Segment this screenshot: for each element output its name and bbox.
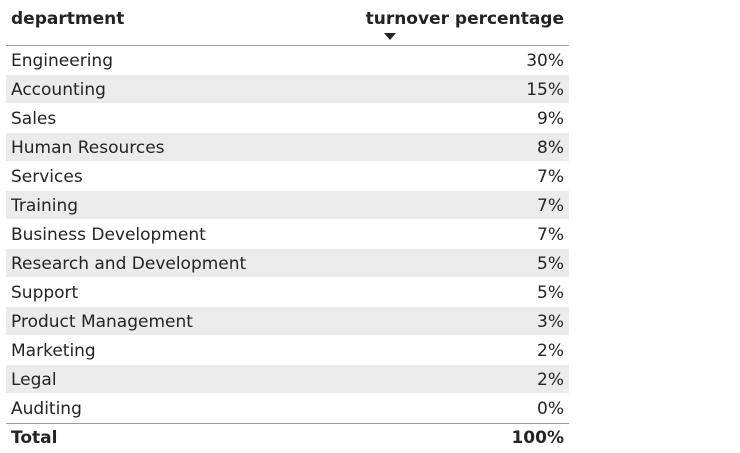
department-cell: Training — [11, 196, 79, 216]
table-row[interactable]: Services 7% — [6, 162, 569, 191]
department-cell: Human Resources — [11, 138, 165, 158]
table-body: Engineering 30% Accounting 15% Sales 9% Human … — [6, 46, 569, 423]
table-row[interactable]: Sales 9% — [6, 104, 569, 133]
department-cell: Business Development — [11, 225, 206, 245]
department-cell: Support — [11, 283, 79, 303]
column-header-department[interactable]: department — [11, 9, 125, 29]
table-header: department turnover percentage — [6, 0, 569, 46]
turnover-percentage-cell: 15% — [526, 80, 564, 100]
total-value: 100% — [511, 428, 564, 448]
turnover-percentage-cell: 7% — [537, 196, 564, 216]
turnover-percentage-cell: 5% — [537, 283, 564, 303]
turnover-percentage-cell: 9% — [537, 109, 564, 129]
turnover-percentage-cell: 5% — [537, 254, 564, 274]
sort-descending-icon[interactable] — [384, 33, 396, 40]
turnover-percentage-cell: 30% — [526, 51, 564, 71]
table-row[interactable]: Marketing 2% — [6, 336, 569, 365]
department-cell: Marketing — [11, 341, 96, 361]
table-row[interactable]: Engineering 30% — [6, 46, 569, 75]
table-row[interactable]: Training 7% — [6, 191, 569, 220]
department-cell: Auditing — [11, 399, 82, 419]
table-row[interactable]: Legal 2% — [6, 365, 569, 394]
department-cell: Research and Development — [11, 254, 247, 274]
table-row[interactable]: Research and Development 5% — [6, 249, 569, 278]
total-row: Total 100% — [6, 423, 569, 453]
column-header-turnover-percentage[interactable]: turnover percentage — [365, 9, 564, 29]
department-cell: Sales — [11, 109, 57, 129]
table-row[interactable]: Auditing 0% — [6, 394, 569, 423]
table-row[interactable]: Product Management 3% — [6, 307, 569, 336]
turnover-percentage-cell: 0% — [537, 399, 564, 419]
turnover-percentage-cell: 8% — [537, 138, 564, 158]
turnover-percentage-cell: 7% — [537, 167, 564, 187]
department-cell: Services — [11, 167, 83, 187]
turnover-percentage-cell: 7% — [537, 225, 564, 245]
table-row[interactable]: Business Development 7% — [6, 220, 569, 249]
department-cell: Legal — [11, 370, 57, 390]
turnover-percentage-cell: 3% — [537, 312, 564, 332]
table-row[interactable]: Human Resources 8% — [6, 133, 569, 162]
department-cell: Engineering — [11, 51, 113, 71]
table-row[interactable]: Support 5% — [6, 278, 569, 307]
turnover-table: department turnover percentage Engineeri… — [6, 0, 569, 453]
turnover-percentage-cell: 2% — [537, 341, 564, 361]
turnover-percentage-cell: 2% — [537, 370, 564, 390]
department-cell: Product Management — [11, 312, 193, 332]
table-row[interactable]: Accounting 15% — [6, 75, 569, 104]
department-cell: Accounting — [11, 80, 106, 100]
total-label: Total — [11, 428, 58, 448]
